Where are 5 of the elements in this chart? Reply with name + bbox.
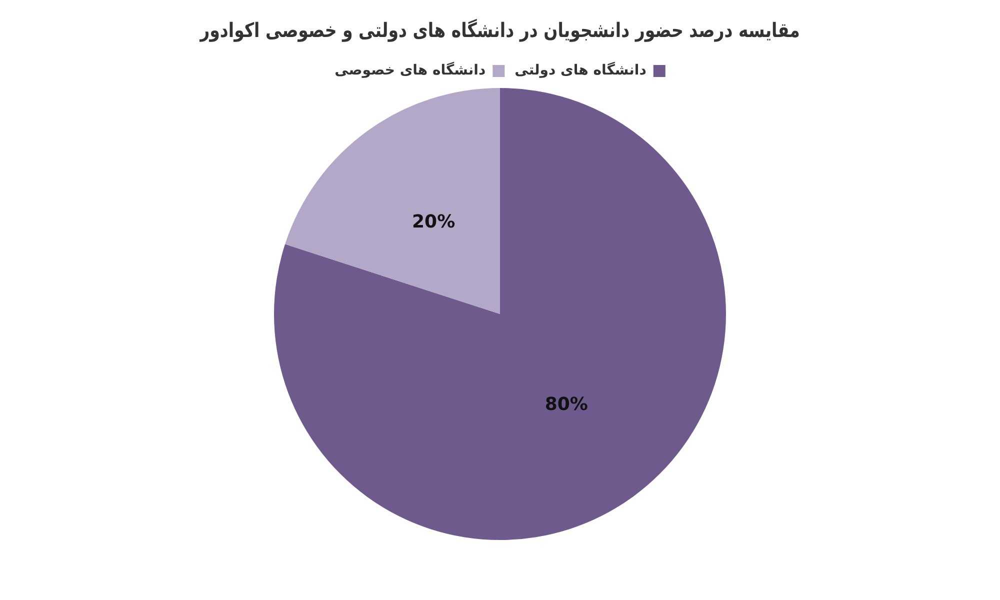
- legend-label: دانشگاه های خصوصی: [334, 62, 486, 79]
- chart-title: مقایسه درصد حضور دانشجویان در دانشگاه های دولتی و خصوصی اکوادور: [199, 18, 800, 43]
- data-label: 80%: [544, 394, 588, 416]
- data-label: 20%: [412, 211, 456, 232]
- legend-label: دانشگاه های دولتی: [514, 62, 646, 79]
